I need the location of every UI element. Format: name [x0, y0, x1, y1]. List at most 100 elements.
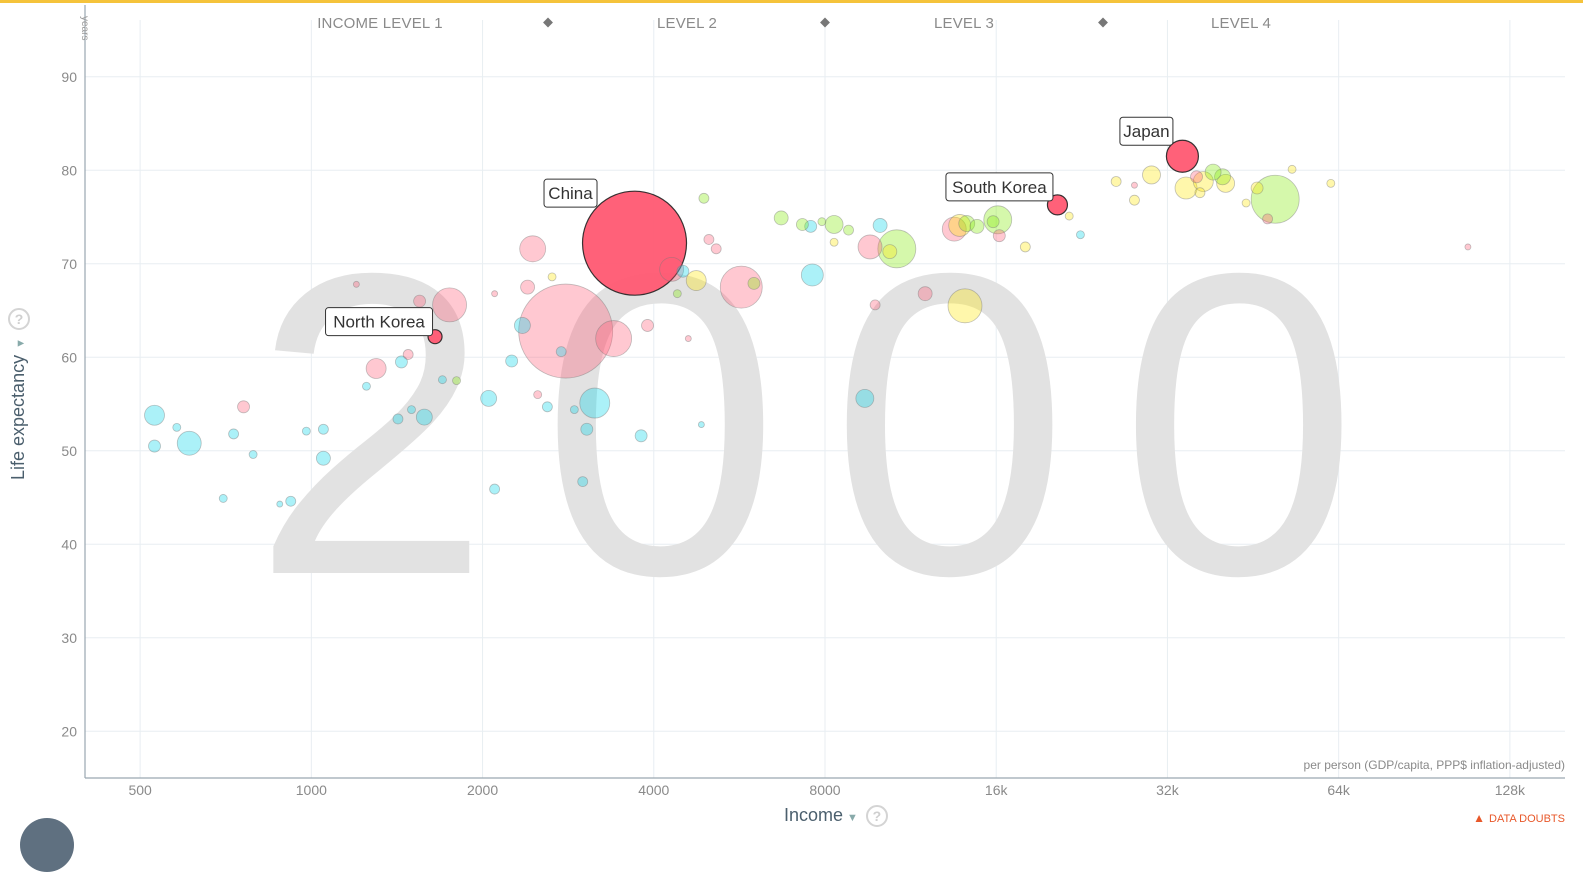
axes: 20 30 40 50 60 70 80 90 500 1000 2000 4000 8000 16k 32…	[61, 5, 1565, 798]
bubble	[882, 244, 898, 259]
bubble	[276, 500, 284, 508]
bubble	[1110, 176, 1122, 187]
avatar[interactable]	[20, 818, 74, 872]
bubble	[1019, 241, 1031, 253]
bubble	[1204, 163, 1222, 181]
bubble	[634, 429, 648, 443]
bubble	[676, 264, 690, 278]
level-label-4: LEVEL 4	[1210, 15, 1272, 32]
bubble	[577, 476, 589, 488]
bubble	[415, 408, 433, 426]
y-axis-title-text[interactable]: Life expectancy	[8, 354, 28, 480]
bubble	[795, 218, 809, 231]
caret-down-icon[interactable]: ▼	[15, 338, 27, 349]
bubble	[855, 388, 875, 408]
x-axis-title[interactable]: Income ▼?	[784, 805, 888, 828]
x-tick-label: 500	[128, 782, 152, 798]
bubble	[505, 354, 519, 368]
bubble	[1464, 243, 1472, 251]
y-tick-label: 50	[61, 443, 77, 459]
bubble	[941, 216, 967, 242]
y-tick-label: 80	[61, 162, 77, 178]
bubble	[1241, 198, 1251, 208]
bubble	[1262, 213, 1273, 225]
help-icon[interactable]: ?	[8, 308, 31, 331]
bubble	[1250, 174, 1300, 224]
bubble	[519, 235, 547, 263]
bubble	[172, 422, 182, 432]
bubble	[413, 294, 426, 308]
bubble	[917, 286, 933, 302]
bubble	[817, 217, 827, 227]
bubble	[452, 376, 461, 386]
bubble	[672, 289, 682, 299]
bubble	[1076, 230, 1085, 240]
bubble	[992, 229, 1006, 243]
data-doubts-link[interactable]: ▲ DATA DOUBTS	[1473, 811, 1565, 825]
bubble	[1064, 211, 1074, 221]
label-south-korea: South Korea	[952, 178, 1047, 197]
bubble	[541, 401, 553, 413]
bubble	[480, 389, 498, 407]
bubble	[395, 355, 408, 369]
bubble	[1216, 173, 1236, 193]
country-labels: China North Korea South Korea Japan	[325, 116, 1174, 337]
y-tick-label: 70	[61, 256, 77, 272]
level-label-1: INCOME LEVEL 1	[317, 15, 443, 32]
caret-down-icon[interactable]: ▼	[847, 812, 858, 824]
bubble	[513, 317, 531, 334]
label-box-south-korea	[945, 172, 1054, 202]
bubble	[877, 229, 917, 269]
bubble	[719, 265, 763, 309]
bubble	[547, 272, 557, 282]
bubble	[703, 234, 715, 245]
x-tick-label: 32k	[1156, 782, 1180, 798]
bubble	[176, 430, 202, 456]
x-tick-label: 4000	[638, 782, 669, 798]
bubble	[869, 299, 881, 311]
bubble	[362, 381, 371, 391]
bubble	[697, 421, 705, 428]
year-watermark: 2000	[252, 185, 1409, 665]
bubble	[237, 400, 250, 414]
bubble	[1250, 181, 1264, 195]
bubble	[438, 375, 447, 385]
bubble	[569, 405, 579, 415]
warning-icon[interactable]: ▲	[1473, 811, 1485, 825]
bubble	[824, 215, 844, 234]
bubble-china	[581, 190, 688, 296]
x-tick-label: 16k	[985, 782, 1009, 798]
bubble	[843, 224, 854, 236]
bubble	[317, 423, 329, 435]
bubble	[1192, 171, 1214, 192]
level-label-2: LEVEL 2	[656, 15, 718, 32]
y-tick-label: 20	[61, 723, 77, 739]
x-axis-title-text[interactable]: Income	[784, 805, 844, 825]
x-axis-note: per person (GDP/capita, PPP$ inflation-a…	[1303, 758, 1565, 772]
x-tick-label: 2000	[467, 782, 498, 798]
bubble-japan	[1165, 139, 1200, 173]
y-axis-title[interactable]: Life expectancy ▼?	[8, 308, 31, 480]
y-axis-unit: years	[79, 16, 90, 41]
bubble	[315, 450, 331, 466]
bubble	[1190, 170, 1203, 184]
bubble	[1142, 165, 1161, 185]
bubble	[684, 335, 692, 342]
help-icon[interactable]: ?	[865, 805, 888, 828]
bubble	[218, 494, 228, 503]
x-tick-label: 128k	[1495, 782, 1526, 798]
data-doubts-label[interactable]: DATA DOUBTS	[1489, 813, 1565, 825]
bubble	[228, 428, 240, 440]
bubble	[365, 358, 387, 379]
bubble	[857, 234, 883, 260]
top-accent-strip	[0, 0, 1583, 3]
bubble	[402, 349, 414, 360]
bubble-chart: 2000 20 30 40 50 60 70 80 90 500 1000 2000 4000 8000…	[61, 5, 1565, 798]
bubble	[352, 280, 360, 288]
label-box-japan	[1119, 116, 1174, 146]
bubble	[518, 283, 614, 379]
bubble	[958, 215, 976, 232]
bubble	[1287, 164, 1297, 174]
bubble	[948, 214, 972, 237]
label-china: China	[548, 184, 593, 203]
